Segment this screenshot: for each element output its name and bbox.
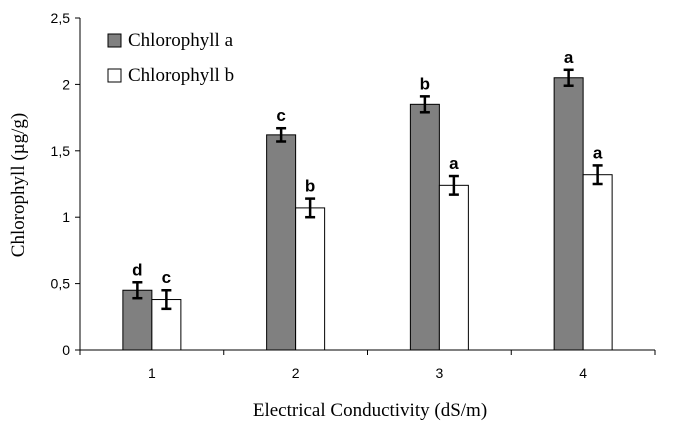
legend-swatch-chlorophyll-b	[107, 68, 122, 83]
y-tick-label: 1	[62, 209, 70, 225]
significance-letter: b	[420, 74, 430, 93]
x-tick-label: 4	[579, 365, 587, 381]
significance-letter: a	[593, 143, 603, 162]
y-tick-label: 2	[62, 76, 70, 92]
x-tick-label: 2	[292, 365, 300, 381]
error-bars	[132, 68, 603, 311]
bar-chlorophyll-b	[438, 184, 469, 351]
x-axis-ticks: 1 2 3 4	[79, 350, 656, 381]
y-tick-label: 0,5	[51, 276, 71, 292]
legend-label-chlorophyll-b: Chlorophyll b	[128, 65, 234, 86]
x-axis-label: Electrical Conductivity (dS/m)	[253, 400, 487, 421]
bar-chlorophyll-a	[409, 103, 440, 351]
bar-chlorophyll-b	[582, 174, 613, 351]
legend: Chlorophyll a Chlorophyll b	[107, 30, 234, 86]
significance-letter: b	[305, 177, 315, 196]
y-tick-label: 0	[62, 342, 70, 358]
significance-letter: d	[132, 260, 142, 279]
x-tick-label: 1	[148, 365, 156, 381]
legend-label-chlorophyll-a: Chlorophyll a	[128, 30, 234, 51]
x-tick-label: 3	[435, 365, 443, 381]
significance-letter: c	[276, 106, 285, 125]
y-axis-label: Chlorophyll (µg/g)	[8, 113, 29, 257]
significance-letter: c	[162, 268, 171, 287]
y-tick-label: 2,5	[51, 10, 71, 26]
legend-swatch-chlorophyll-a	[107, 33, 122, 48]
y-tick-label: 1,5	[51, 143, 71, 159]
bar-chlorophyll-a	[553, 77, 584, 351]
bar-chlorophyll-a	[266, 134, 297, 351]
y-axis-ticks: 0 0,5 1 1,5 2 2,5	[51, 10, 80, 358]
bars	[122, 77, 613, 351]
significance-letter: a	[449, 154, 459, 173]
bar-chlorophyll-a	[122, 289, 153, 351]
significance-letter: a	[564, 48, 574, 67]
significance-letters: d c c b b a a a	[132, 48, 603, 287]
bar-chlorophyll-b	[295, 207, 326, 351]
